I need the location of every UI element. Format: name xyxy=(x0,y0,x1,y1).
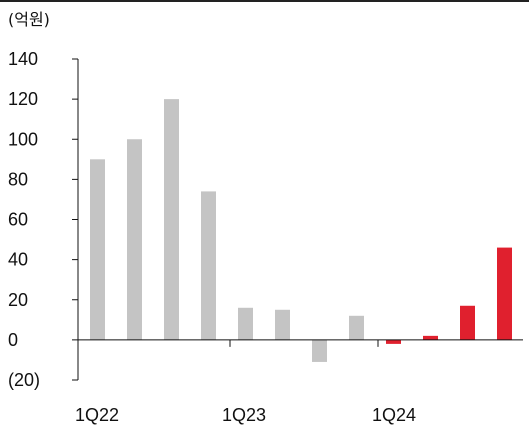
x-axis: 1Q22 1Q23 1Q24 xyxy=(75,339,523,425)
y-tick-label: 100 xyxy=(8,129,38,149)
y-tick-label: 60 xyxy=(8,210,28,230)
bar-1Q23 xyxy=(238,307,253,340)
bar-3Q24 xyxy=(460,305,475,340)
bar-2Q22 xyxy=(127,139,142,340)
bar-4Q22 xyxy=(201,191,216,340)
x-tick-label: 1Q22 xyxy=(75,405,119,425)
bar-3Q23 xyxy=(312,339,327,362)
bar-2Q23 xyxy=(275,309,290,340)
bar-1Q24 xyxy=(386,339,401,344)
y-tick-label: 20 xyxy=(8,290,28,310)
x-tick-label: 1Q24 xyxy=(372,405,416,425)
bar-2Q24 xyxy=(423,335,438,340)
unit-label: (억원) xyxy=(8,10,50,29)
y-tick-label: (20) xyxy=(8,370,40,390)
y-tick-label: 0 xyxy=(8,330,18,350)
y-tick-label: 120 xyxy=(8,89,38,109)
top-rule xyxy=(0,0,529,2)
y-axis: 140 120 100 80 60 40 20 0 (20) xyxy=(8,49,79,390)
bars xyxy=(90,99,512,362)
bar-3Q22 xyxy=(164,99,179,340)
bar-4Q23 xyxy=(349,315,364,340)
y-tick-label: 140 xyxy=(8,49,38,69)
bar-4Q24 xyxy=(497,247,512,340)
y-tick-label: 40 xyxy=(8,250,28,270)
y-tick-label: 80 xyxy=(8,169,28,189)
bar-1Q22 xyxy=(90,159,105,340)
x-tick-label: 1Q23 xyxy=(222,405,266,425)
